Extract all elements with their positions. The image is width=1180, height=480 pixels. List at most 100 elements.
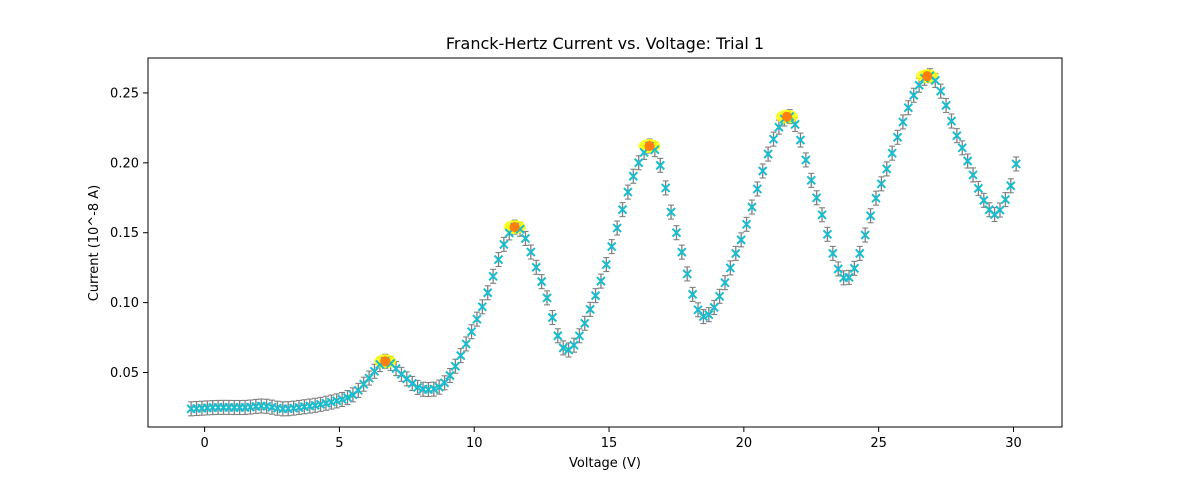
data-point (682, 269, 692, 279)
data-point-stroke (542, 293, 552, 303)
axes-frame (147, 57, 1063, 428)
data-point (607, 241, 617, 252)
data-point-stroke (585, 304, 595, 315)
data-point-stroke (941, 100, 951, 111)
data-point (763, 149, 773, 159)
data-point-stroke (429, 384, 439, 394)
data-point-stroke (520, 233, 531, 244)
data-point-stroke (909, 90, 919, 100)
data-point-stroke (623, 187, 633, 197)
data-point-stroke (472, 314, 482, 324)
y-axis-ticks: 0.05 0.10 0.15 0.20 0.25 (110, 86, 148, 381)
data-point (941, 100, 951, 111)
data-point (337, 394, 347, 405)
data-point-stroke (973, 183, 984, 194)
peak-marker (644, 141, 655, 152)
data-point-stroke (337, 394, 347, 405)
data-point-stroke (569, 340, 579, 350)
y-axis-label: Current (10^-8 A) (87, 185, 102, 302)
data-point-stroke (617, 204, 628, 215)
x-axis-label: Voltage (V) (569, 456, 641, 471)
data-point (806, 175, 816, 186)
data-point-stroke (499, 239, 509, 250)
data-point-stroke (725, 263, 736, 273)
data-point (698, 311, 709, 322)
data-point-stroke (596, 276, 606, 286)
data-point-stroke (844, 272, 854, 283)
data-point-stroke (1011, 159, 1021, 169)
data-point-stroke (687, 289, 698, 300)
data-point-stroke (1006, 181, 1016, 191)
data-point-stroke (855, 248, 865, 259)
data-point-stroke (747, 202, 757, 212)
data-point-stroke (871, 193, 881, 203)
x-tick-label: 0 (200, 436, 208, 451)
data-point-stroke (445, 370, 455, 381)
data-point (461, 339, 471, 349)
data-point-stroke (456, 350, 466, 361)
data-point-stroke (811, 193, 822, 203)
data-point (1000, 194, 1011, 205)
data-point (590, 290, 601, 301)
data-point-stroke (828, 248, 838, 259)
data-point (677, 247, 687, 257)
data-point-stroke (677, 247, 687, 257)
data-point-stroke (768, 134, 779, 144)
data-point (995, 205, 1005, 215)
data-point (720, 277, 730, 288)
data-point (1011, 159, 1021, 169)
data-point-stroke (882, 164, 892, 174)
data-point (633, 158, 644, 168)
data-point (704, 309, 714, 320)
data-point (768, 134, 779, 144)
data-point (499, 239, 509, 250)
data-point (747, 202, 757, 212)
data-point-stroke (962, 156, 973, 166)
data-point (526, 247, 536, 257)
data-point-stroke (952, 130, 962, 141)
data-point (450, 361, 461, 371)
data-point-stroke (666, 207, 676, 217)
peak-marker (922, 71, 933, 82)
data-point-stroke (849, 263, 860, 274)
data-point (429, 384, 439, 394)
data-point (855, 248, 865, 259)
data-point (709, 302, 719, 313)
data-point (542, 293, 552, 303)
data-point-stroke (402, 374, 412, 384)
data-point (472, 314, 482, 324)
data-point-stroke (979, 195, 989, 206)
y-tick-label: 0.25 (110, 86, 139, 101)
data-point-stroke (412, 382, 423, 393)
chart-title: Franck-Hertz Current vs. Voltage: Trial … (446, 34, 764, 53)
data-point-stroke (822, 229, 833, 240)
data-point (553, 331, 563, 341)
x-tick-label: 30 (1005, 436, 1022, 451)
data-point (979, 195, 989, 206)
data-point (580, 318, 590, 329)
data-point-stroke (396, 369, 407, 380)
data-point (493, 254, 504, 265)
data-point (892, 132, 903, 143)
data-point (412, 382, 423, 393)
data-point-stroke (736, 235, 746, 245)
data-point-stroke (682, 269, 692, 279)
y-tick-label: 0.20 (110, 156, 139, 171)
data-point (714, 291, 725, 302)
data-point-stroke (601, 259, 612, 270)
data-point-stroke (526, 247, 536, 257)
data-point (935, 86, 946, 96)
data-point-stroke (946, 116, 957, 126)
data-point-stroke (903, 103, 914, 113)
data-point (574, 331, 585, 341)
data-point-stroke (342, 392, 353, 403)
data-point (930, 75, 940, 86)
data-point (822, 229, 833, 240)
data-point (844, 272, 854, 283)
data-point-stroke (995, 205, 1005, 215)
data-point (898, 117, 908, 127)
data-point-stroke (547, 312, 558, 323)
data-point-stroke (466, 326, 477, 337)
data-point-stroke (407, 378, 417, 389)
x-tick-label: 10 (466, 436, 483, 451)
